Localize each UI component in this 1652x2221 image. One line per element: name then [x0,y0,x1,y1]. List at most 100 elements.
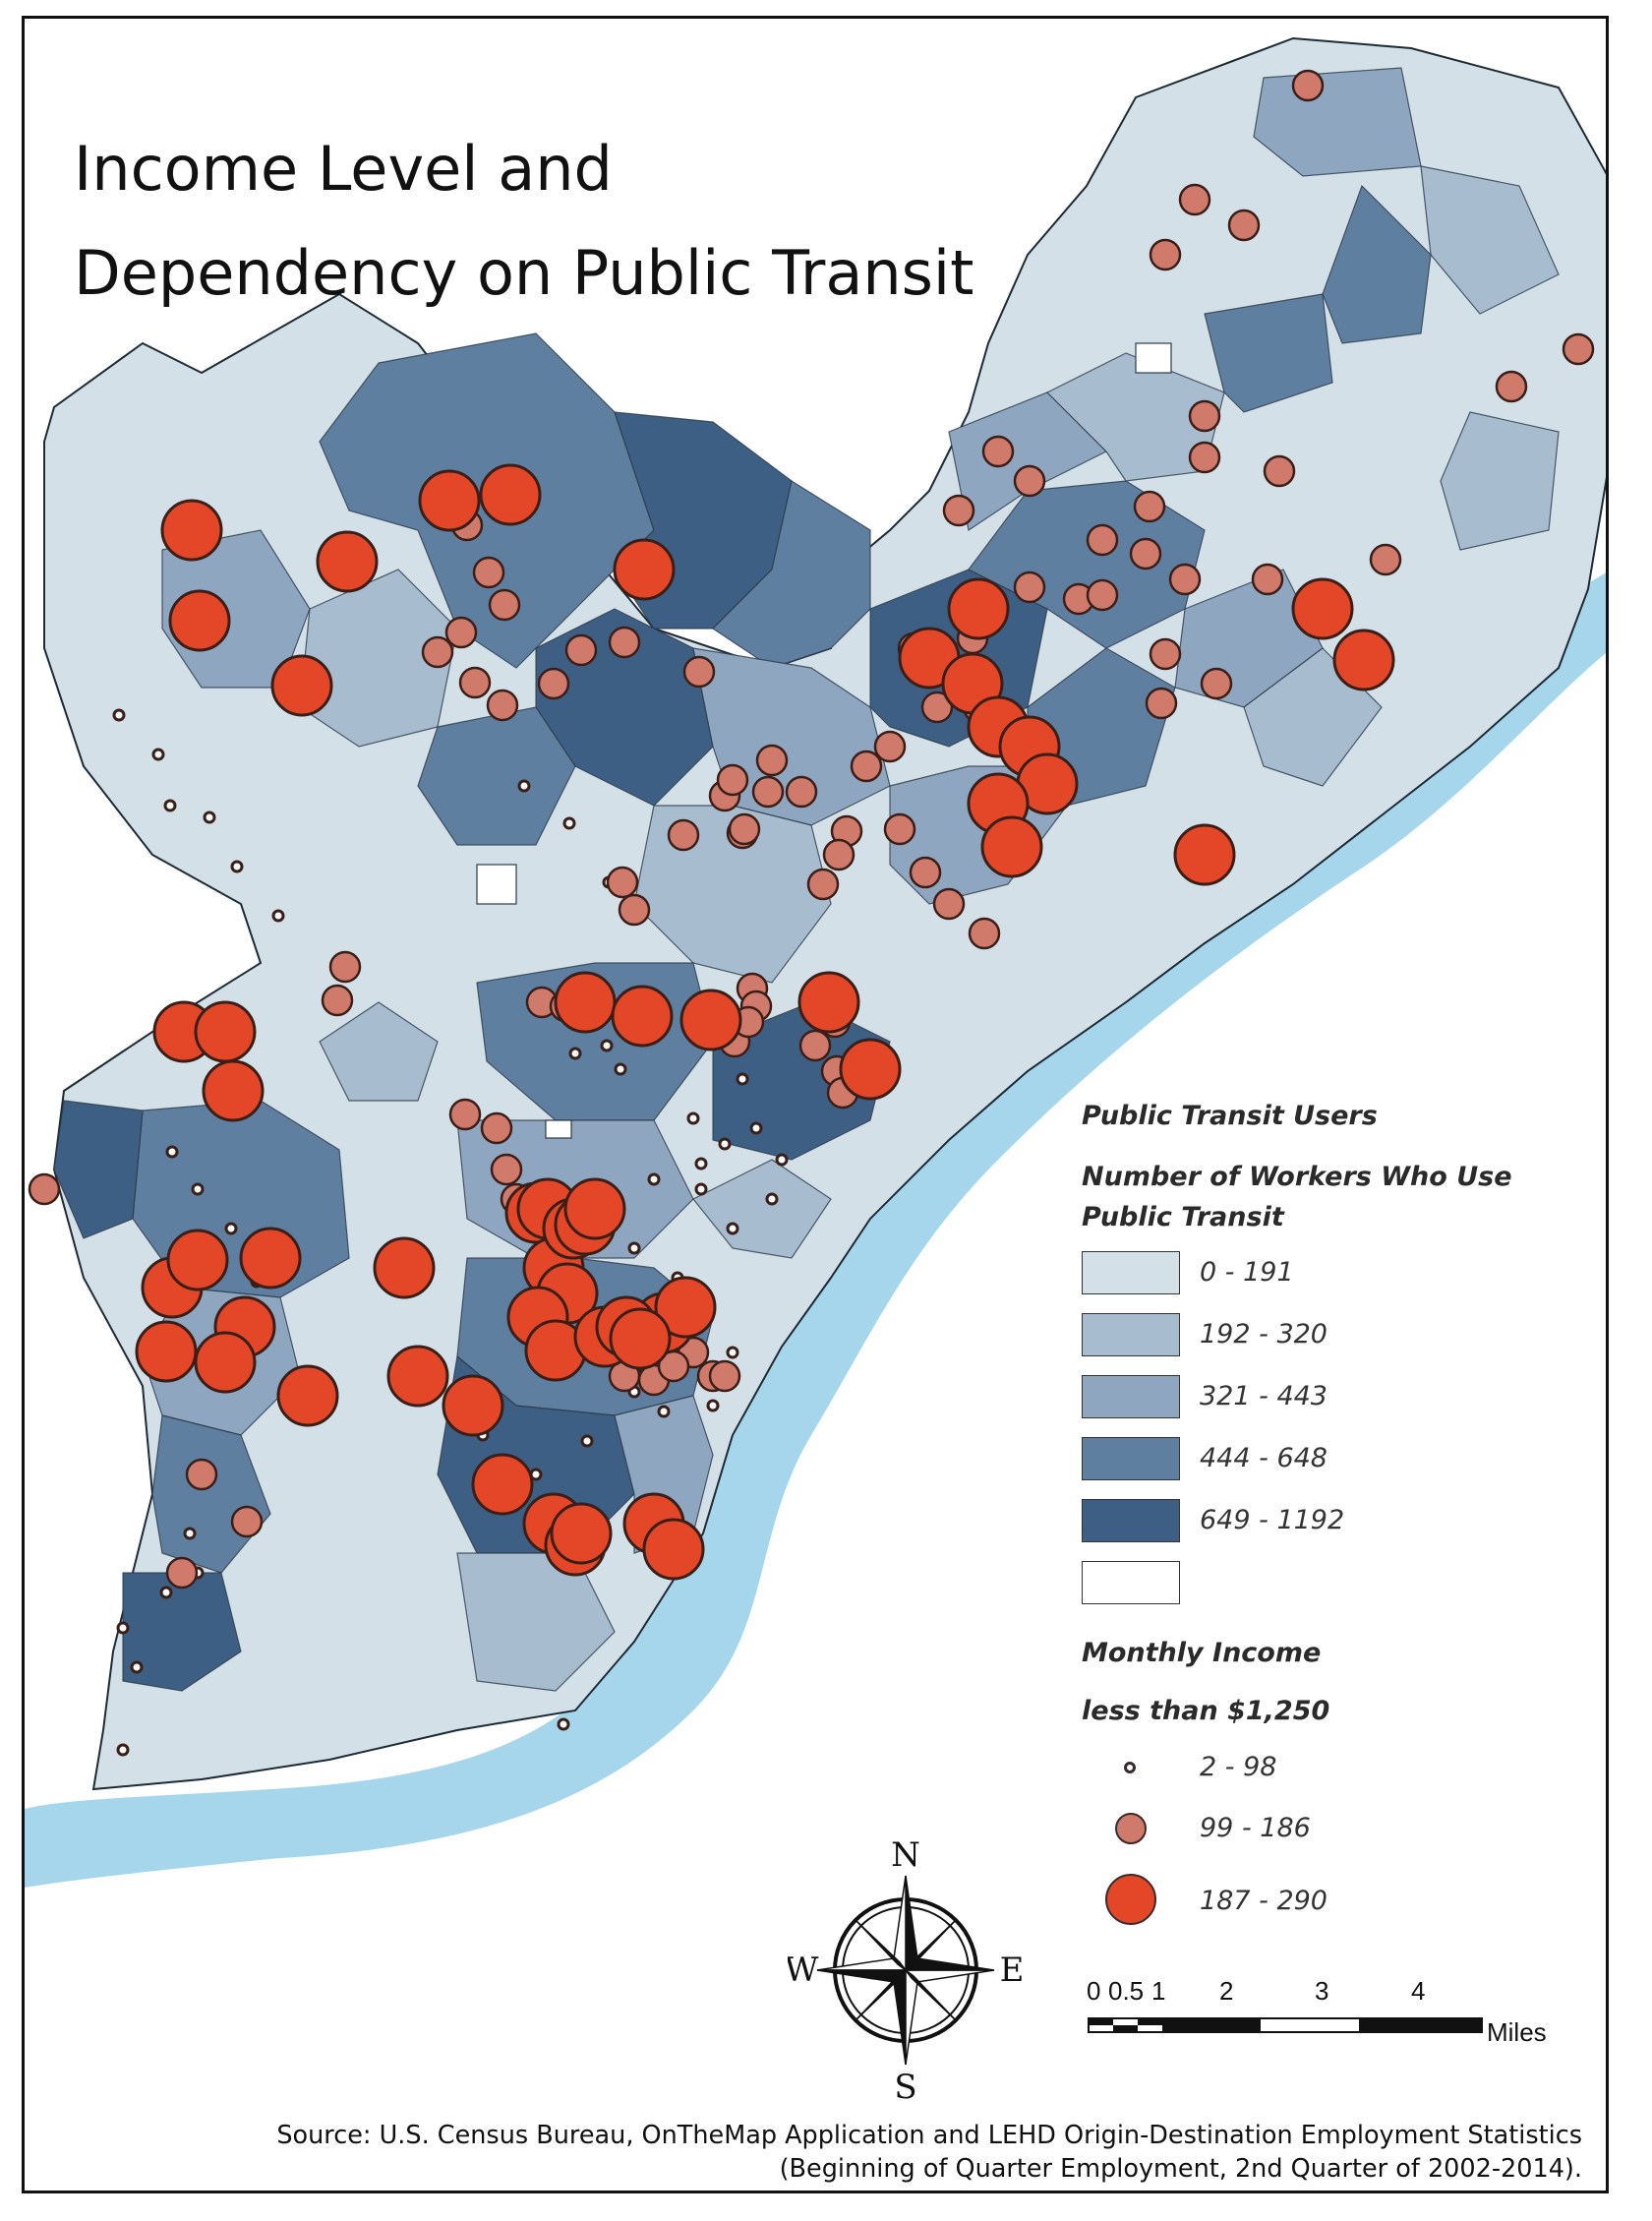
small-circle [647,1172,661,1186]
small-circle [726,1222,739,1235]
title-line-2: Dependency on Public Transit [74,237,974,309]
large-circle [316,530,379,593]
compass-e: E [1000,1951,1024,1990]
medium-circle [1133,490,1166,523]
large-circle [160,499,223,562]
medium-circle [682,655,716,689]
large-circle [1173,823,1236,886]
small-circle [749,1121,763,1135]
medium-circle [708,1359,741,1393]
large-circle [797,971,860,1034]
medium-circle [850,750,883,783]
medium-circle [932,887,966,921]
small-circle [627,1241,641,1255]
medium-circle [488,588,521,622]
medium-circle [564,633,598,667]
small-circle [230,860,244,873]
large-circle [679,989,742,1051]
legend-income-heading-1: Monthly Income [1082,1638,1322,1668]
small-circle [224,1222,238,1235]
legend-swatch-no-data [1082,1561,1180,1604]
medium-circle [1086,523,1119,557]
small-circle [116,1621,130,1635]
medium-circle [1291,69,1325,102]
large-circle [194,1331,257,1394]
legend-class-label: 192 - 320 [1200,1319,1328,1350]
large-circle [135,1320,198,1383]
small-circle [130,1660,144,1674]
small-circle [694,1182,708,1196]
map-title: Income Level and Dependency on Public Tr… [74,117,974,326]
medium-circle [537,667,570,700]
small-circle [657,1405,671,1418]
legend-large-circle [1105,1874,1156,1925]
large-circle [1291,577,1354,640]
large-circle [980,815,1043,878]
medium-circle [185,1458,218,1491]
small-circle [271,909,285,923]
small-circle [163,799,177,812]
legend-swatch [1082,1375,1180,1418]
medium-circle [1188,441,1221,474]
legend-class-row: 0 - 191 [1082,1251,1534,1294]
legend-subheading-2: Public Transit [1082,1202,1284,1232]
scale-bar: 0 0.5 1 2 3 4 Miles [1087,1976,1598,2055]
title-line-1: Income Level and [74,133,613,205]
small-circle [765,1192,779,1206]
large-circle [554,971,617,1034]
medium-circle [321,984,354,1017]
medium-circle [448,1098,482,1131]
compass-w: W [788,1951,819,1990]
large-circle [642,1518,705,1581]
small-circle [706,1399,720,1412]
map-frame: Income Level and Dependency on Public Tr… [22,16,1609,2193]
medium-circle [1178,183,1211,216]
medium-circle [1200,667,1233,700]
small-circle [116,1743,130,1757]
legend-swatch [1082,1437,1180,1480]
small-circle [775,1153,789,1167]
small-circle [203,810,216,824]
legend-income-heading-2: less than $1,250 [1082,1696,1330,1726]
compass-star [816,1875,995,2066]
legend-circle-label: 2 - 98 [1200,1752,1277,1782]
medium-circle [490,1153,523,1186]
medium-circle [1251,563,1284,596]
medium-circle [942,494,975,527]
legend-circle-label: 99 - 186 [1200,1813,1311,1843]
medium-circle [1013,570,1046,604]
scale-tick: 1 [1151,1976,1166,2006]
medium-circle [458,666,492,699]
medium-circle [1013,464,1046,498]
medium-circle [981,435,1015,468]
medium-circle [1145,687,1178,720]
scale-tick: 4 [1411,1976,1426,2006]
medium-circle [28,1172,61,1206]
medium-circle [472,556,505,589]
source-note: Source: U.S. Census Bureau, OnTheMap App… [276,2119,1582,2186]
large-circle [168,589,231,652]
large-circle [947,577,1010,640]
medium-circle [1562,332,1595,366]
large-circle [563,1177,626,1240]
medium-circle [920,690,954,724]
small-circle [614,1062,627,1076]
medium-circle [165,1556,199,1590]
small-circle [568,1047,582,1060]
legend-circle-row: 2 - 98 [1082,1750,1534,1809]
medium-circle [1086,578,1119,612]
legend-class-label: 649 - 1192 [1200,1505,1345,1535]
small-circle [694,1157,708,1171]
legend-heading: Public Transit Users [1082,1101,1378,1131]
legend-medium-circle [1115,1813,1147,1844]
medium-circle [755,744,789,777]
large-circle [239,1227,302,1290]
large-circle [471,1453,534,1516]
scale-bar-graphic [1088,2017,1483,2033]
compass-rose: N S W E [788,1836,1024,2102]
compass-n: N [891,1836,920,1875]
legend-swatch [1082,1499,1180,1542]
medium-circle [716,763,749,797]
legend-class-row: 321 - 443 [1082,1375,1534,1418]
medium-circle [728,812,761,846]
